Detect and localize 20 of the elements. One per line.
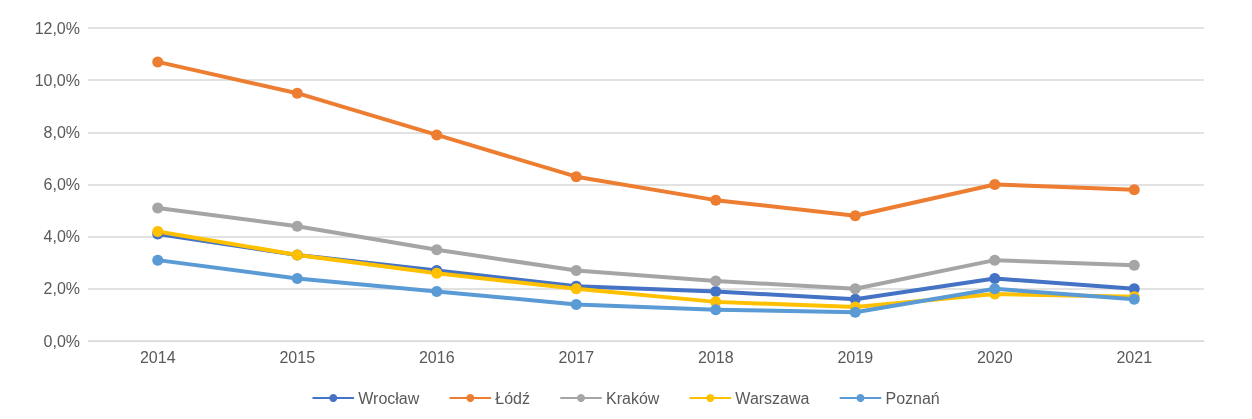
y-tick-label: 2,0% bbox=[43, 280, 80, 298]
x-tick-label: 2014 bbox=[139, 348, 176, 366]
x-tick-label: 2021 bbox=[1116, 348, 1153, 366]
y-tick-label: 6,0% bbox=[43, 176, 80, 193]
legend-label: Kraków bbox=[606, 389, 660, 407]
x-tick-label: 2020 bbox=[976, 348, 1013, 366]
x-tick-label: 2016 bbox=[418, 348, 455, 366]
y-tick-label: 4,0% bbox=[43, 228, 80, 246]
x-tick-label: 2017 bbox=[558, 348, 595, 366]
y-tick-label: 0,0% bbox=[43, 332, 80, 350]
legend-label: Warszawa bbox=[735, 389, 810, 407]
y-tick-label: 8,0% bbox=[43, 123, 80, 141]
x-tick-label: 2018 bbox=[697, 348, 734, 366]
legend-label: Wrocław bbox=[358, 389, 420, 407]
x-tick-label: 2019 bbox=[837, 348, 874, 366]
x-tick-label: 2015 bbox=[279, 348, 316, 366]
legend-label: Poznań bbox=[885, 389, 940, 407]
y-tick-label: 10,0% bbox=[34, 71, 80, 89]
y-tick-label: 12,0% bbox=[34, 19, 80, 37]
legend-label: Łódź bbox=[495, 389, 531, 407]
